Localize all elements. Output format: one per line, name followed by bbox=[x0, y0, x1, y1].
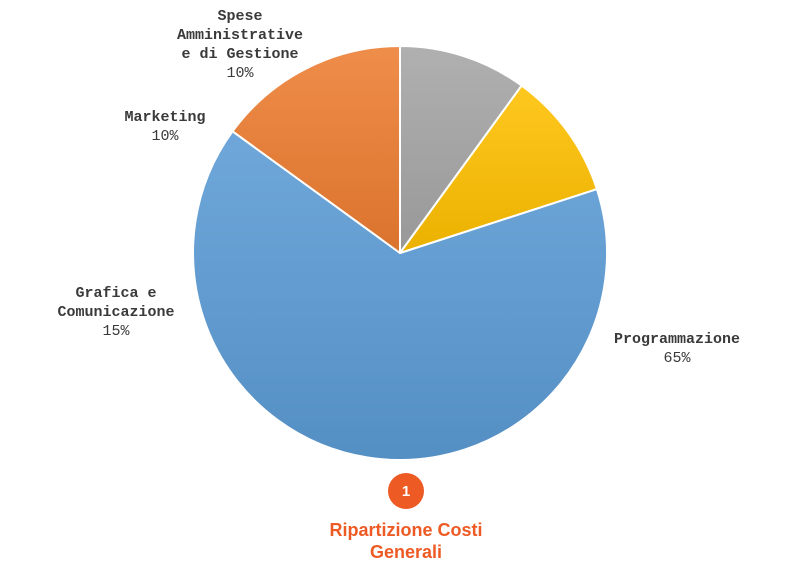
chart-title: Ripartizione Costi Generali bbox=[300, 519, 512, 563]
slice-name-programmazione: Programmazione bbox=[613, 331, 741, 348]
slice-label-marketing: Marketing 10% bbox=[124, 108, 205, 146]
pie-slice-grafica bbox=[231, 45, 401, 254]
slice-name-spese: Spese Amministrative e di Gestione bbox=[176, 8, 304, 63]
slice-label-grafica: Grafica e Comunicazione 15% bbox=[57, 284, 174, 341]
slice-label-spese: Spese Amministrative e di Gestione 10% bbox=[177, 7, 303, 83]
pie-slice-programmazione bbox=[192, 130, 608, 461]
slice-value-grafica: 15% bbox=[102, 323, 130, 340]
step-number-badge: 1 bbox=[388, 473, 424, 509]
slice-name-grafica: Grafica e Comunicazione bbox=[57, 285, 175, 321]
slice-value-spese: 10% bbox=[226, 65, 254, 82]
slice-value-programmazione: 65% bbox=[663, 350, 691, 367]
pie-slice-spese bbox=[399, 84, 598, 254]
slice-name-marketing: Marketing bbox=[124, 109, 206, 126]
chart-title-line: Generali bbox=[369, 542, 443, 562]
slice-value-marketing: 10% bbox=[151, 128, 179, 145]
chart-title-line: Ripartizione Costi bbox=[329, 520, 483, 540]
pie-slice-marketing bbox=[399, 45, 523, 254]
slice-label-programmazione: Programmazione 65% bbox=[614, 330, 740, 368]
